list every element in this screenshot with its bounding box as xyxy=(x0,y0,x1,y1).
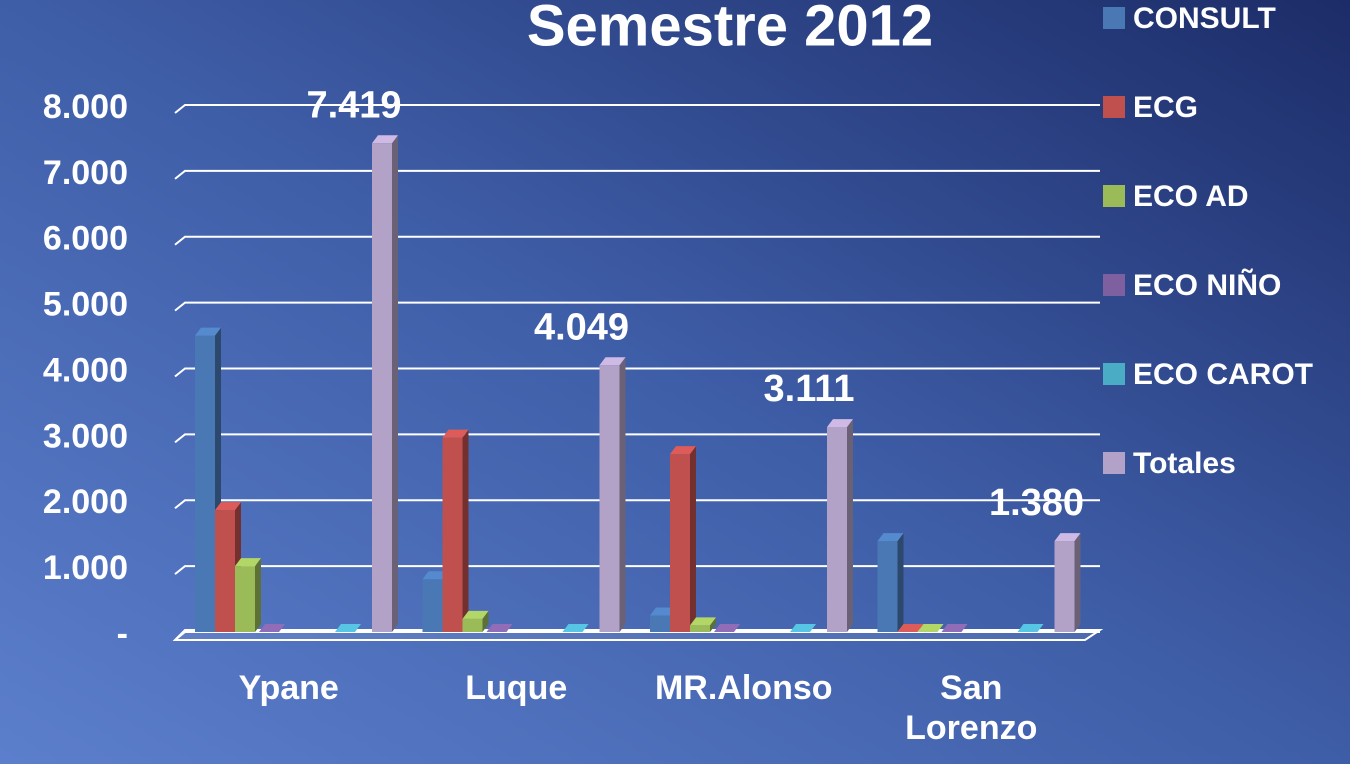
bar-side xyxy=(619,357,626,632)
bar-side xyxy=(462,429,469,632)
bar-top xyxy=(235,558,261,567)
data-label: 1.380 xyxy=(989,482,1084,524)
legend-swatch xyxy=(1103,185,1125,207)
y-tick-label: 7.000 xyxy=(43,154,128,192)
y-tick-label: - xyxy=(117,615,128,653)
grid-line xyxy=(174,367,1100,378)
y-tick-label: 2.000 xyxy=(43,483,128,521)
grid-line xyxy=(174,104,1100,114)
x-tick-label: Ypane xyxy=(238,669,339,707)
x-tick-label: San Lorenzo xyxy=(905,669,1038,747)
bar xyxy=(442,437,463,632)
bar-top xyxy=(877,533,904,542)
bar-side xyxy=(897,533,904,632)
legend-label: ECO CAROT xyxy=(1133,358,1313,391)
grid-line xyxy=(174,433,1100,444)
legend-label: Totales xyxy=(1133,447,1236,480)
y-tick-label: 6.000 xyxy=(43,220,128,258)
data-label: 3.111 xyxy=(764,368,855,410)
y-tick-label: 8.000 xyxy=(43,88,128,126)
legend-swatch xyxy=(1103,363,1125,385)
grid-line xyxy=(174,169,1100,180)
bar-side xyxy=(847,419,853,632)
bar xyxy=(670,454,690,632)
bar xyxy=(650,615,670,632)
bar-side xyxy=(392,135,398,632)
chart-title: Semestre 2012 xyxy=(527,0,933,58)
bar-top xyxy=(897,624,924,632)
bar-top xyxy=(195,327,221,336)
legend-label: ECO AD xyxy=(1133,180,1249,213)
legend-swatch xyxy=(1103,274,1125,296)
bar xyxy=(462,618,483,632)
legend-swatch xyxy=(1103,96,1125,118)
bar-top xyxy=(827,419,853,428)
bar-side xyxy=(710,617,716,632)
bar-top xyxy=(941,624,968,632)
bar-top xyxy=(1017,624,1044,632)
bar-side xyxy=(1074,533,1081,632)
legend-swatch xyxy=(1103,7,1125,29)
bar-top xyxy=(372,135,398,144)
y-tick-label: 1.000 xyxy=(43,549,128,587)
grid-line xyxy=(174,565,1100,575)
data-label: 4.049 xyxy=(534,306,629,348)
bar-top xyxy=(335,624,361,632)
bar xyxy=(422,579,443,632)
bar-top xyxy=(486,624,513,632)
bar-top xyxy=(422,571,449,580)
grid-line xyxy=(174,235,1100,246)
bar xyxy=(195,335,215,632)
bar-top xyxy=(599,357,626,366)
bar-top xyxy=(442,429,469,438)
bar-side xyxy=(482,610,489,632)
y-tick-label: 5.000 xyxy=(43,286,128,324)
bar-top xyxy=(259,624,285,632)
bar xyxy=(215,510,235,632)
legend-label: ECG xyxy=(1133,91,1198,124)
legend-swatch xyxy=(1103,452,1125,474)
bar-top xyxy=(215,502,241,511)
bar-top xyxy=(670,446,696,455)
x-tick-label: MR.Alonso xyxy=(654,669,833,707)
grid-line xyxy=(174,499,1100,510)
bar xyxy=(599,365,620,632)
data-label: 7.419 xyxy=(306,84,401,126)
bar xyxy=(372,143,392,632)
bar xyxy=(1054,541,1075,632)
bar xyxy=(827,427,847,632)
bar xyxy=(690,625,710,632)
x-tick-label: Luque xyxy=(465,669,568,707)
bar xyxy=(877,541,898,632)
bar-side xyxy=(690,446,696,632)
bar-top xyxy=(462,610,489,619)
bar-top xyxy=(714,624,740,632)
legend-label: ECO NIÑO xyxy=(1133,268,1281,302)
bar-top xyxy=(690,617,716,626)
y-tick-label: 3.000 xyxy=(43,417,128,455)
bar-top xyxy=(650,607,676,616)
grid-line xyxy=(174,301,1100,312)
bar-top xyxy=(790,624,816,632)
bar xyxy=(235,566,255,632)
y-tick-label: 4.000 xyxy=(43,351,128,389)
bar-top xyxy=(1054,533,1081,542)
bar-top xyxy=(562,624,589,632)
legend-label: CONSULT xyxy=(1133,2,1276,35)
bar-side xyxy=(255,558,261,632)
bar-top xyxy=(917,624,944,632)
